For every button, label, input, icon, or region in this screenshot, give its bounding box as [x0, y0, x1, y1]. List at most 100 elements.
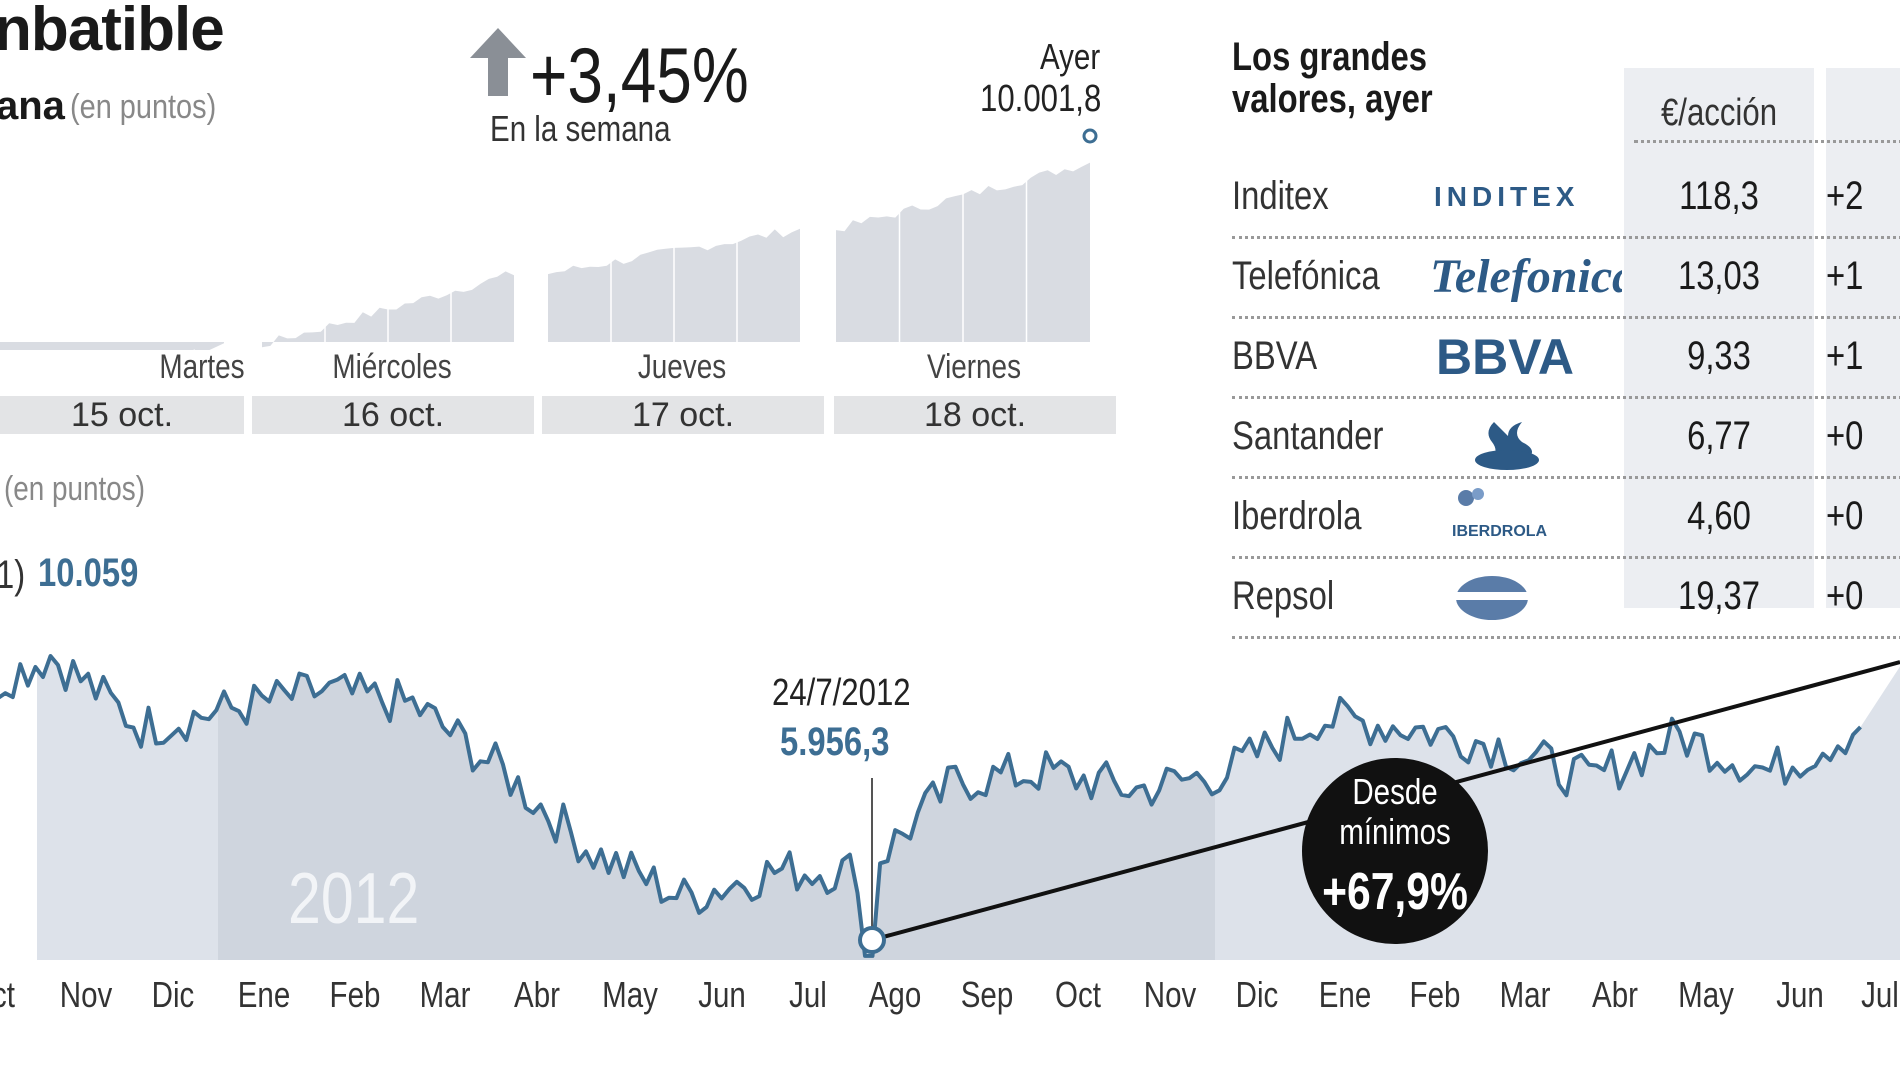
min-marker: [858, 926, 886, 954]
stock-price: 118,3: [1679, 174, 1759, 218]
stock-price: 4,60: [1687, 494, 1751, 538]
badge-value: +67,9%: [1322, 863, 1468, 921]
price-column-bg: [1624, 68, 1814, 608]
year-label: 2012: [288, 859, 420, 939]
date-16oct: 16 oct.: [341, 396, 445, 434]
month-label: Feb: [329, 974, 381, 1015]
month-label: Mar: [419, 974, 471, 1015]
ayer-value: 10.001,8: [980, 78, 1102, 120]
company-logo: IBERDROLA: [1422, 480, 1622, 550]
month-label: Abr: [1592, 974, 1638, 1015]
month-label: Sep: [960, 974, 1014, 1015]
month-label: Nov: [59, 974, 113, 1015]
min-date-label: 24/7/2012: [772, 672, 911, 714]
day-label-miercoles: Miércoles: [332, 348, 452, 386]
subtitle-unit: (en puntos): [70, 88, 217, 126]
company-logo: Telefonica: [1422, 240, 1636, 310]
gain-badge: Desde mínimos +67,9%: [1302, 758, 1488, 944]
month-label: Jul: [1861, 974, 1899, 1015]
min-value-label: 5.956,3: [780, 720, 890, 764]
stock-name: Inditex: [1232, 174, 1329, 218]
month-label: Mar: [1499, 974, 1551, 1015]
date-bar-18oct: 18 oct.: [834, 396, 1116, 434]
table-row: Inditex INDITEX 118,3 +2: [1232, 156, 1900, 239]
svg-text:IBERDROLA: IBERDROLA: [1452, 523, 1548, 540]
stock-name: Iberdrola: [1232, 494, 1362, 538]
date-17oct: 17 oct.: [631, 396, 735, 434]
company-logo: [1422, 400, 1622, 470]
table-row: BBVA BBVA 9,33 +1: [1232, 316, 1900, 399]
area-mask: [0, 600, 1900, 956]
month-label: Dic: [151, 974, 195, 1015]
month-label: Feb: [1409, 974, 1461, 1015]
week-change-value: +3,45%: [530, 31, 749, 119]
month-label: Ene: [237, 974, 291, 1015]
svg-text:Telefonica: Telefonica: [1430, 250, 1622, 303]
table-title-line2: valores, ayer: [1232, 77, 1433, 121]
date-bar-16oct: 16 oct.: [252, 396, 534, 434]
month-label: Dic: [1235, 974, 1279, 1015]
header-divider: [1634, 140, 1900, 143]
table-row: Telefónica Telefonica 13,03 +1: [1232, 236, 1900, 319]
stock-price: 9,33: [1687, 334, 1751, 378]
badge-line1: Desde: [1352, 771, 1438, 812]
badge-line2: mínimos: [1339, 811, 1451, 852]
stock-name: Santander: [1232, 414, 1384, 458]
badge-text: Desde mínimos: [1319, 772, 1472, 852]
stock-change: +2: [1826, 174, 1864, 218]
chart-subtitle: ana: [0, 84, 65, 128]
change-column-bg: [1826, 68, 1900, 608]
month-label: Ago: [868, 974, 922, 1015]
day-label-martes: Martes: [159, 348, 245, 386]
table-row: Santander 6,77 +0: [1232, 396, 1900, 479]
svg-text:BBVA: BBVA: [1436, 329, 1574, 385]
stock-change: +0: [1826, 414, 1864, 458]
stock-change: +1: [1826, 334, 1864, 378]
stock-price: 6,77: [1687, 414, 1751, 458]
arrow-up-icon: [470, 28, 526, 96]
month-label: Nov: [1143, 974, 1197, 1015]
month-label: May: [1678, 974, 1734, 1015]
stock-change: +1: [1826, 254, 1864, 298]
month-label: Jul: [789, 974, 827, 1015]
stock-change: +0: [1826, 574, 1864, 618]
date-bar-15oct: 15 oct.: [0, 396, 244, 434]
ref-value: 10.059: [38, 551, 139, 595]
intraday-end-marker: [1082, 128, 1098, 144]
month-label: Abr: [514, 974, 560, 1015]
month-label: May: [602, 974, 658, 1015]
intraday-area: [0, 342, 224, 350]
intraday-chart: [0, 128, 1098, 350]
long-chart-unit: (en puntos): [4, 470, 146, 508]
date-18oct: 18 oct.: [923, 396, 1027, 434]
stock-name: Telefónica: [1232, 254, 1380, 298]
stock-price: 19,37: [1677, 574, 1761, 618]
long-chart: [0, 600, 1900, 960]
date-bar-17oct: 17 oct.: [542, 396, 824, 434]
day-label-viernes: Viernes: [926, 348, 1022, 386]
table-title-line1: Los grandes: [1232, 35, 1428, 79]
ref-prefix: 1): [0, 553, 26, 597]
stock-change: +0: [1826, 494, 1864, 538]
week-change-label: En la semana: [490, 108, 671, 149]
month-label: Ene: [1318, 974, 1372, 1015]
index-line: [0, 654, 1862, 958]
stock-name: Repsol: [1232, 574, 1335, 618]
month-label: Jun: [1776, 974, 1824, 1015]
month-label: Oct: [1055, 974, 1101, 1015]
chart-title: nbatible: [0, 0, 225, 64]
stock-name: BBVA: [1232, 334, 1318, 378]
company-logo: INDITEX: [1422, 160, 1622, 230]
company-logo: BBVA: [1422, 320, 1622, 390]
day-label-jueves: Jueves: [637, 348, 727, 386]
table-title: Los grandes valores, ayer: [1232, 36, 1433, 120]
price-header: €/acción: [1660, 92, 1778, 134]
month-label: Oct: [0, 974, 15, 1015]
date-15oct: 15 oct.: [70, 396, 174, 434]
month-label: Jun: [698, 974, 746, 1015]
stock-price: 13,03: [1677, 254, 1761, 298]
svg-text:INDITEX: INDITEX: [1434, 181, 1579, 212]
company-logo: [1422, 560, 1622, 630]
ayer-label: Ayer: [1040, 36, 1101, 77]
table-row: Repsol 19,37 +0: [1232, 556, 1900, 639]
